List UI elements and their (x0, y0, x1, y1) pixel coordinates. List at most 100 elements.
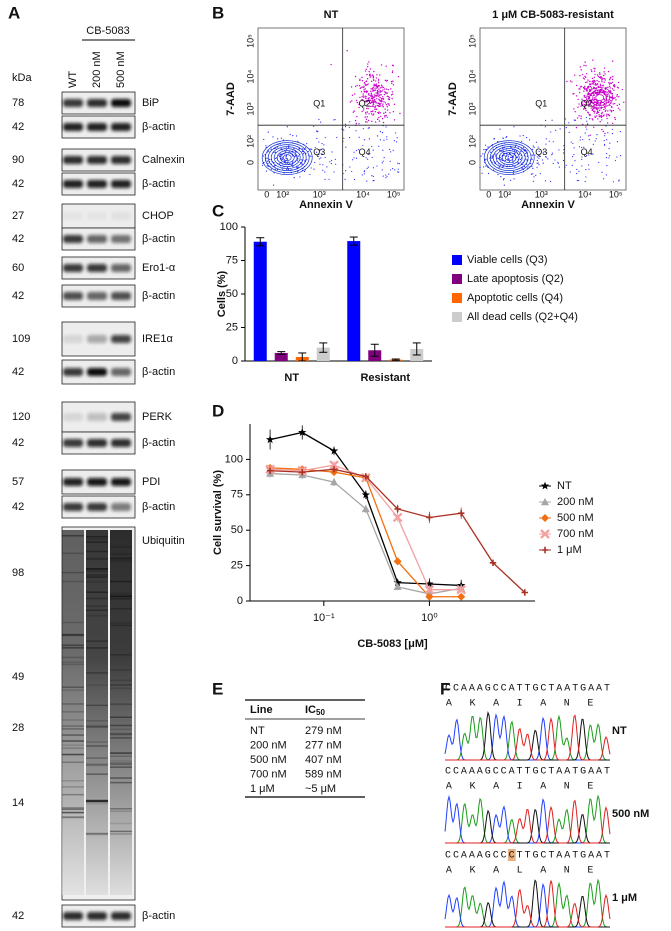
event (497, 174, 499, 176)
event (392, 93, 394, 95)
smear-band (62, 647, 84, 649)
event (579, 139, 581, 141)
event (385, 104, 388, 106)
event (542, 162, 544, 164)
smear-band (86, 609, 108, 611)
event (534, 154, 536, 156)
event (336, 136, 338, 139)
event (507, 157, 509, 159)
event (617, 81, 620, 84)
band (87, 123, 107, 131)
event (595, 88, 598, 90)
smear-band (110, 777, 132, 779)
event (544, 180, 547, 182)
event (555, 129, 557, 131)
event (382, 149, 384, 151)
event (579, 74, 581, 77)
event (482, 153, 484, 155)
event (379, 131, 382, 133)
event (606, 165, 608, 167)
kda-label: kDa (12, 72, 32, 84)
residue: A (493, 699, 499, 710)
event (600, 114, 602, 117)
event (574, 110, 576, 113)
marker (426, 514, 433, 521)
event (348, 126, 350, 128)
event (382, 96, 384, 98)
band (111, 335, 131, 343)
smear-band (62, 621, 84, 624)
event (324, 156, 326, 159)
event (583, 146, 585, 148)
event (373, 83, 375, 85)
event (499, 156, 501, 159)
event (345, 170, 347, 172)
event (601, 81, 603, 83)
event (508, 160, 511, 162)
x-tick-label: 10⁻¹ (313, 612, 335, 624)
panel-label: A (8, 3, 20, 22)
event (505, 137, 507, 139)
event (510, 156, 513, 158)
event (587, 123, 589, 125)
event (334, 158, 336, 160)
band (63, 180, 83, 188)
residue: K (469, 699, 475, 710)
event (587, 95, 589, 98)
event (585, 81, 587, 84)
event (501, 159, 503, 162)
event (377, 104, 379, 107)
event (482, 166, 485, 168)
event (522, 134, 524, 137)
event (569, 80, 572, 82)
table-cell: 277 nM (305, 739, 342, 751)
event (576, 168, 578, 171)
smear-band (110, 808, 132, 810)
event (378, 94, 381, 96)
table-cell: ~5 μM (305, 783, 336, 795)
event (584, 132, 586, 134)
event (324, 178, 326, 181)
smear-band (86, 684, 108, 686)
y-axis-label: 7-AAD (225, 82, 237, 116)
event (390, 94, 393, 96)
event (285, 151, 287, 153)
event (355, 122, 358, 125)
event (376, 92, 379, 94)
event (509, 152, 511, 155)
event (375, 77, 378, 79)
event (376, 165, 378, 167)
protein-label: IRE1α (142, 333, 173, 345)
event (383, 93, 386, 96)
event (605, 97, 607, 99)
event (497, 158, 500, 160)
event (367, 107, 369, 110)
event (355, 157, 358, 159)
event (573, 147, 575, 149)
event (351, 170, 353, 173)
y-tick-label: 0 (245, 160, 255, 165)
event (613, 89, 615, 92)
event (611, 60, 614, 62)
event (343, 129, 345, 131)
contour (504, 154, 514, 161)
event (581, 101, 583, 104)
x-tick-label: 10⁵ (609, 189, 623, 199)
event (363, 85, 365, 88)
event (370, 113, 373, 115)
event (302, 153, 304, 155)
event (588, 154, 590, 156)
event (593, 67, 595, 70)
marker (298, 428, 307, 437)
event (382, 175, 384, 177)
event (300, 159, 302, 161)
smear-band (62, 719, 84, 721)
table-cell: 200 nM (250, 739, 287, 751)
event (378, 98, 380, 101)
event (373, 180, 375, 182)
event (577, 98, 579, 101)
event (606, 93, 608, 96)
event (610, 99, 612, 102)
event (370, 94, 373, 96)
event (605, 104, 607, 106)
